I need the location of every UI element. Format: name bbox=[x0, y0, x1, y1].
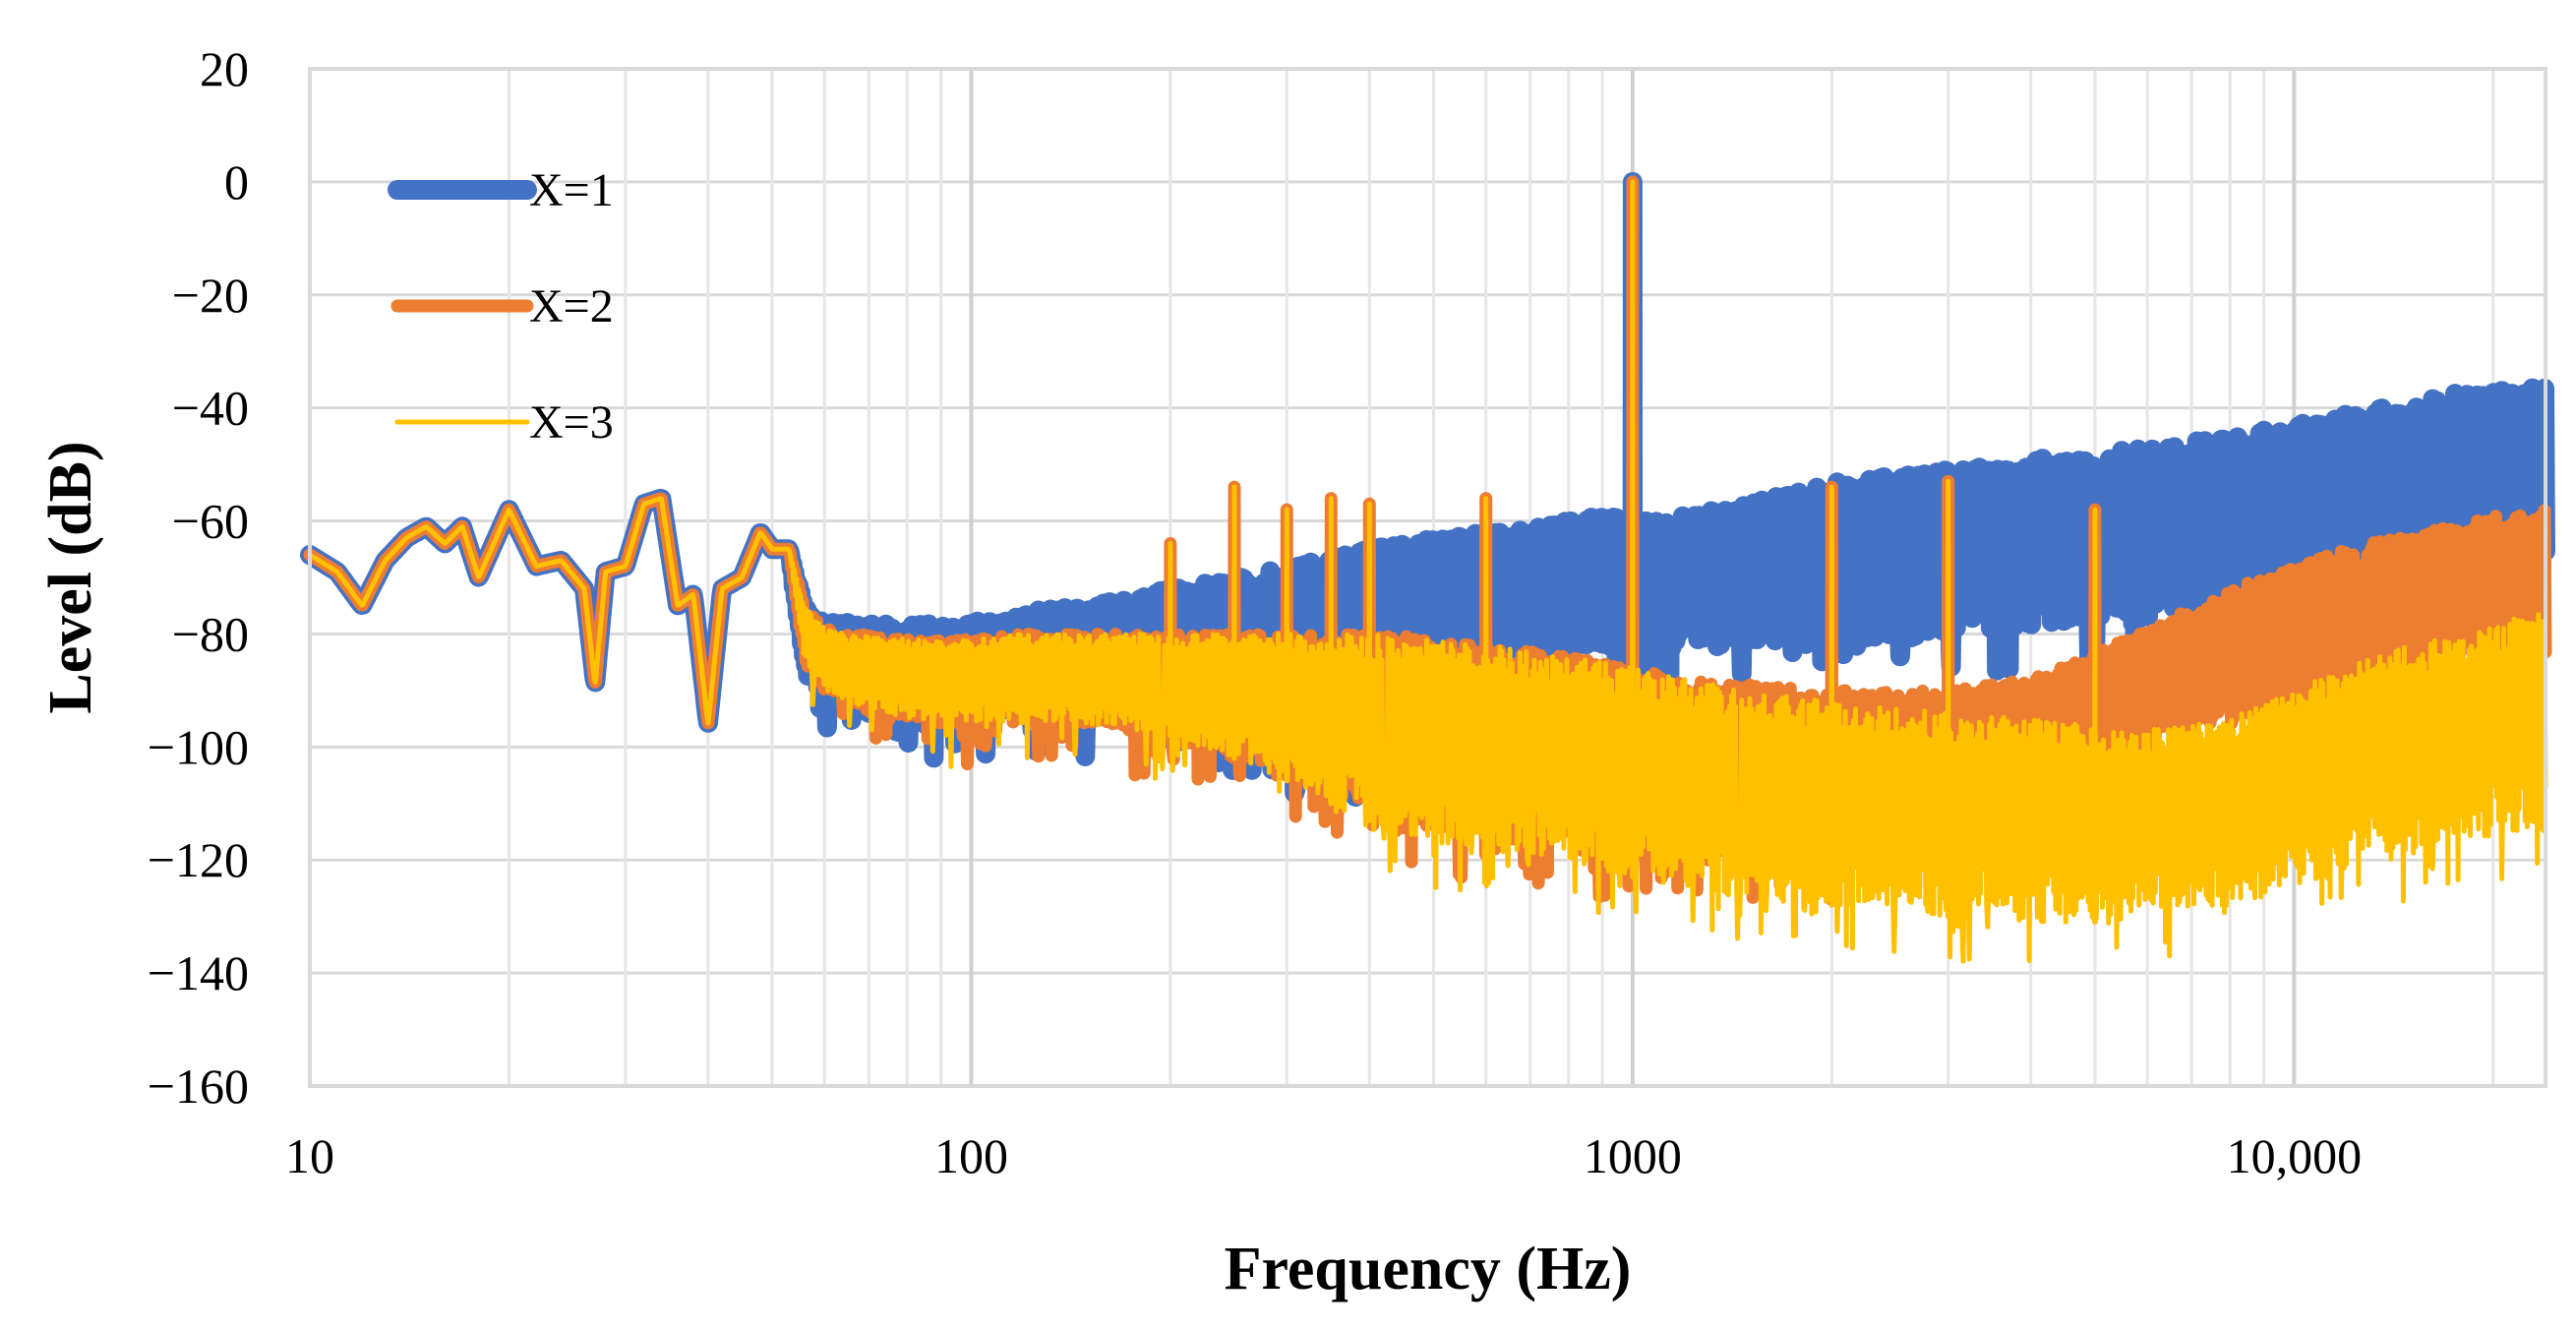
x-tick-label: 10,000 bbox=[2227, 1128, 2363, 1183]
y-tick-label: 20 bbox=[200, 41, 249, 96]
series-layer bbox=[300, 171, 2555, 964]
y-tick-label: −40 bbox=[172, 381, 249, 436]
plot-frame bbox=[308, 67, 2547, 1088]
y-tick-label: −80 bbox=[172, 606, 249, 661]
y-tick-label: −120 bbox=[148, 832, 249, 887]
legend: X=1 X=2 X=3 bbox=[388, 164, 614, 449]
x-tick-label: 100 bbox=[934, 1128, 1008, 1183]
x-tick-label: 1000 bbox=[1584, 1128, 1682, 1183]
legend-label: X=1 bbox=[529, 164, 614, 216]
y-tick-label: −20 bbox=[172, 268, 249, 323]
y-tick-label: −160 bbox=[148, 1059, 249, 1114]
x-axis-ticks: 10 100 1000 10,000 bbox=[285, 1128, 2362, 1183]
y-tick-label: −100 bbox=[148, 719, 249, 774]
y-tick-label: −140 bbox=[148, 945, 249, 1000]
x-tick-label: 10 bbox=[285, 1128, 334, 1183]
legend-label: X=3 bbox=[529, 396, 614, 449]
y-axis-ticks: 20 0 −20 −40 −60 −80 −100 −120 −140 −160 bbox=[148, 41, 249, 1114]
y-axis-title: Level (dB) bbox=[37, 441, 104, 713]
series-line-x-3 bbox=[307, 179, 2548, 964]
legend-label: X=2 bbox=[529, 280, 614, 333]
y-tick-label: −60 bbox=[172, 494, 249, 549]
y-tick-label: 0 bbox=[224, 154, 249, 210]
x-axis-title: Frequency (Hz) bbox=[1225, 1236, 1632, 1302]
